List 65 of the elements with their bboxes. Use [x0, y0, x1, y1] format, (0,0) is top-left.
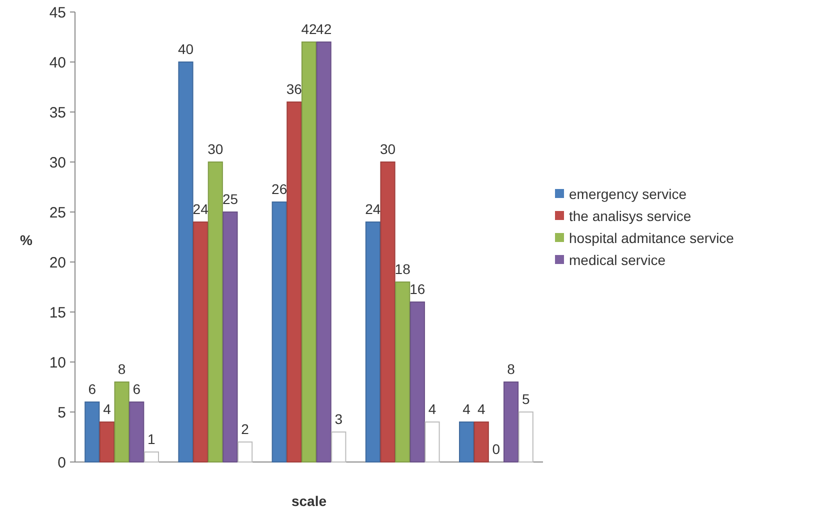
data-label: 36	[286, 81, 302, 97]
data-label: 30	[208, 141, 224, 157]
y-tick-label: 45	[49, 4, 66, 22]
data-label: 42	[301, 21, 317, 37]
bar	[99, 422, 115, 462]
data-label: 0	[492, 441, 500, 457]
bar	[410, 302, 425, 462]
data-label: 25	[222, 191, 238, 207]
y-axis-title: %	[20, 232, 33, 248]
bar	[503, 382, 519, 462]
data-label: 18	[394, 261, 411, 277]
y-tick-label: 15	[49, 304, 66, 322]
bar	[380, 162, 396, 462]
bar	[178, 62, 194, 462]
legend-label: hospital admitance service	[569, 230, 734, 246]
data-label: 4	[103, 401, 112, 417]
bar	[459, 422, 474, 462]
data-label: 40	[178, 41, 194, 57]
data-label: 3	[334, 411, 343, 427]
legend-label: medical service	[569, 252, 666, 268]
y-tick-label: 25	[49, 204, 66, 222]
bar	[395, 282, 410, 462]
bar	[316, 42, 332, 462]
data-label: 8	[118, 361, 126, 377]
bar	[365, 222, 380, 462]
data-label: 6	[88, 381, 96, 397]
bar	[144, 452, 159, 462]
data-label: 8	[507, 361, 516, 377]
data-label: 26	[272, 181, 288, 197]
bar	[84, 402, 100, 462]
y-tick-label: 10	[49, 354, 66, 372]
y-tick-label: 40	[49, 54, 66, 72]
data-label: 5	[522, 391, 530, 407]
data-label: 4	[477, 401, 486, 417]
bar	[286, 102, 302, 462]
bar	[208, 162, 223, 462]
data-label: 42	[316, 21, 332, 37]
bar	[193, 222, 208, 462]
data-label: 4	[462, 401, 471, 417]
legend-label: the analisys service	[569, 208, 692, 224]
bar	[474, 422, 489, 462]
bar	[518, 412, 534, 462]
bar	[301, 42, 317, 462]
bar	[238, 442, 253, 462]
x-axis-title: scale	[291, 493, 327, 509]
data-label: 24	[365, 201, 381, 217]
legend-label: emergency service	[569, 186, 687, 202]
y-tick-label: 20	[49, 254, 66, 272]
bar	[129, 402, 144, 462]
data-label: 2	[241, 421, 250, 437]
data-label: 6	[132, 381, 141, 397]
bar	[331, 432, 346, 462]
y-tick-label: 35	[49, 104, 66, 122]
data-label: 16	[410, 281, 426, 297]
bar	[272, 202, 287, 462]
y-tick-label: 0	[58, 454, 66, 472]
y-tick-label: 30	[49, 154, 66, 172]
bar	[222, 212, 238, 462]
y-tick-label: 5	[58, 404, 66, 422]
data-label: 1	[148, 431, 156, 447]
data-label: 4	[428, 401, 436, 417]
bar	[424, 422, 440, 462]
data-label: 30	[380, 141, 396, 157]
data-label: 24	[192, 201, 209, 217]
bar	[114, 382, 130, 462]
